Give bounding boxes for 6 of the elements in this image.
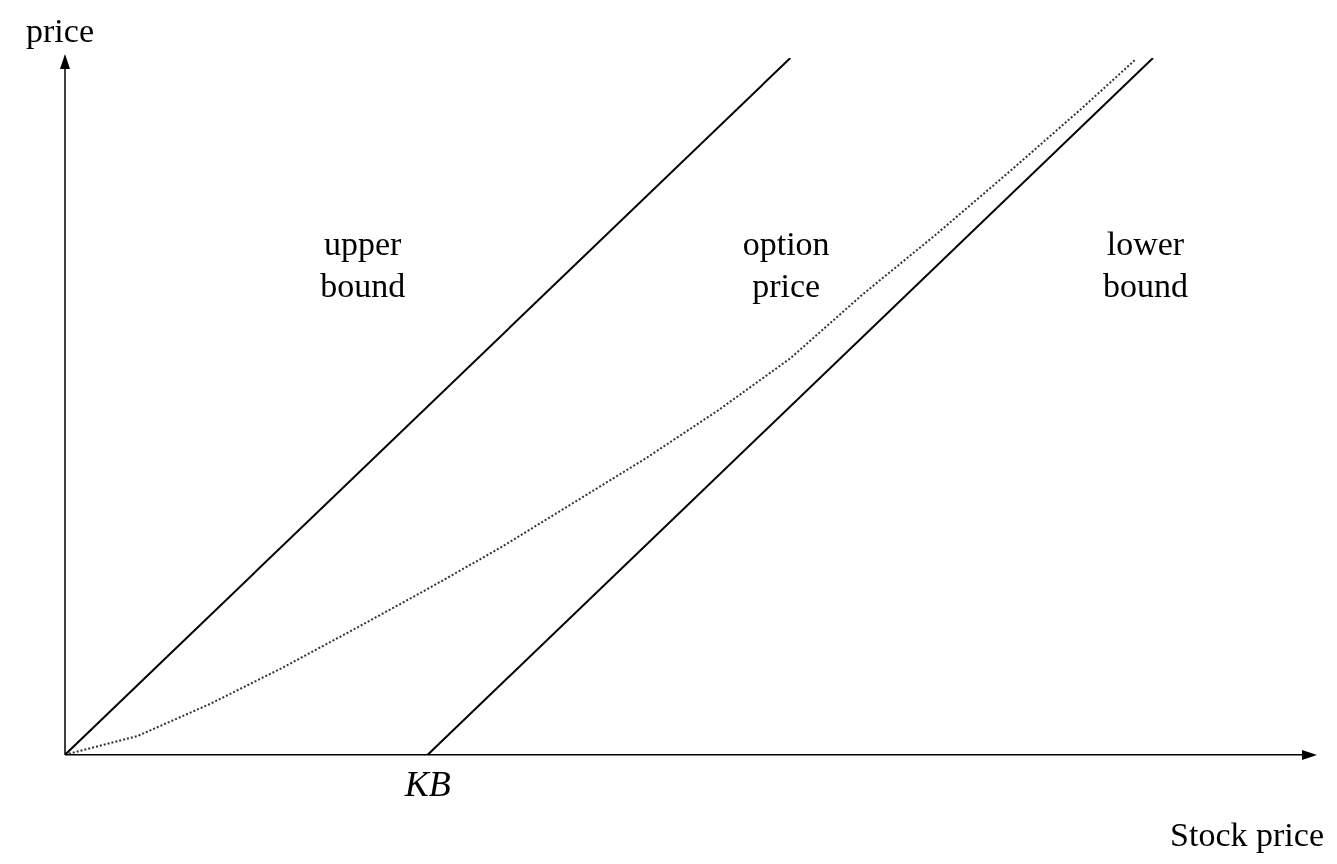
text: lower bound	[1102, 224, 1188, 304]
text: upper bound	[320, 224, 406, 304]
text: KB	[403, 764, 451, 805]
y-axis-title: price	[26, 11, 94, 49]
x-axis-title: Stock price	[1170, 815, 1324, 853]
series-label: option price	[742, 224, 830, 304]
